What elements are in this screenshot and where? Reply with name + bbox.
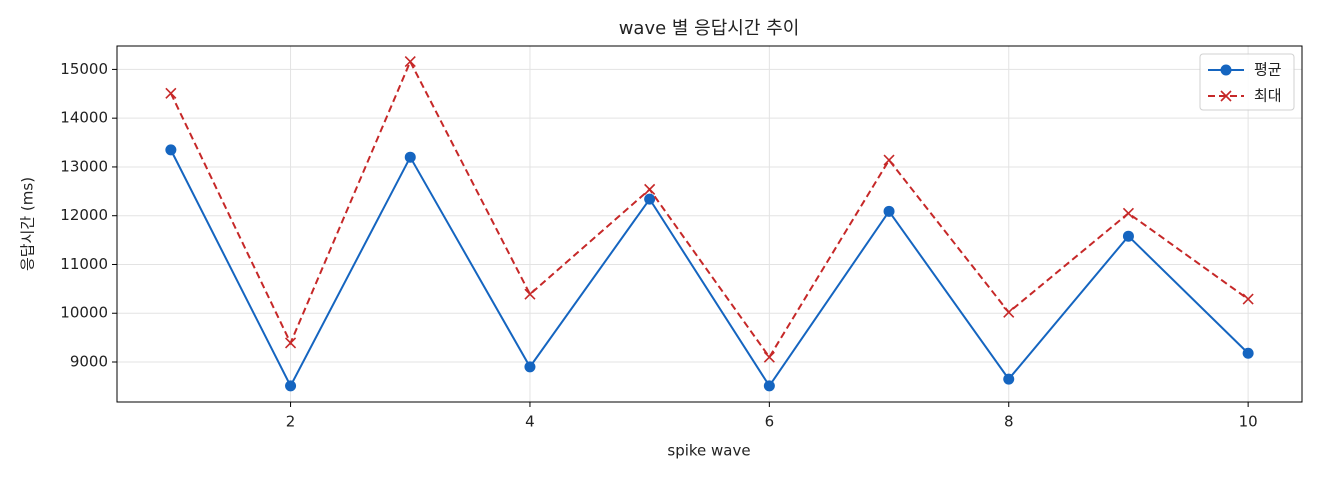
x-axis-label: spike wave — [667, 442, 750, 460]
chart-title: wave 별 응답시간 추이 — [619, 18, 800, 39]
marker — [165, 144, 177, 156]
x-tick-label: 10 — [1239, 413, 1258, 431]
marker — [883, 154, 895, 166]
marker — [1242, 293, 1254, 305]
y-tick-label: 10000 — [60, 304, 108, 322]
marker — [404, 56, 416, 68]
marker — [644, 193, 656, 205]
x-tick-label: 6 — [765, 413, 775, 431]
marker — [1003, 373, 1015, 385]
marker — [1122, 230, 1134, 242]
marker — [284, 337, 297, 349]
legend-label: 최대 — [1254, 87, 1282, 105]
marker — [1003, 306, 1015, 318]
legend-marker — [1220, 90, 1232, 102]
plot-frame — [116, 45, 1303, 403]
marker — [285, 380, 297, 392]
marker — [763, 380, 775, 392]
marker — [165, 87, 177, 99]
legend-marker — [1220, 64, 1232, 76]
marker — [524, 288, 536, 300]
marker — [644, 183, 656, 195]
y-tick-label: 15000 — [60, 60, 108, 78]
y-tick-label: 12000 — [60, 206, 108, 224]
y-tick-label: 14000 — [60, 109, 108, 127]
marker — [763, 351, 775, 363]
y-tick-label: 9000 — [70, 353, 108, 371]
y-tick-label: 11000 — [60, 255, 108, 273]
marker — [524, 361, 536, 373]
marker — [404, 151, 416, 163]
x-tick-label: 8 — [1004, 413, 1014, 431]
legend-label: 평균 — [1254, 61, 1282, 79]
x-tick-label: 4 — [525, 413, 535, 431]
series-line — [169, 59, 1249, 359]
marker — [883, 205, 895, 217]
series-line — [169, 149, 1249, 389]
marker — [1122, 207, 1135, 219]
y-axis-label: 응답시간 (ms) — [19, 177, 37, 271]
x-tick-label: 2 — [286, 413, 296, 431]
y-tick-label: 13000 — [60, 157, 108, 175]
marker — [1242, 347, 1254, 359]
